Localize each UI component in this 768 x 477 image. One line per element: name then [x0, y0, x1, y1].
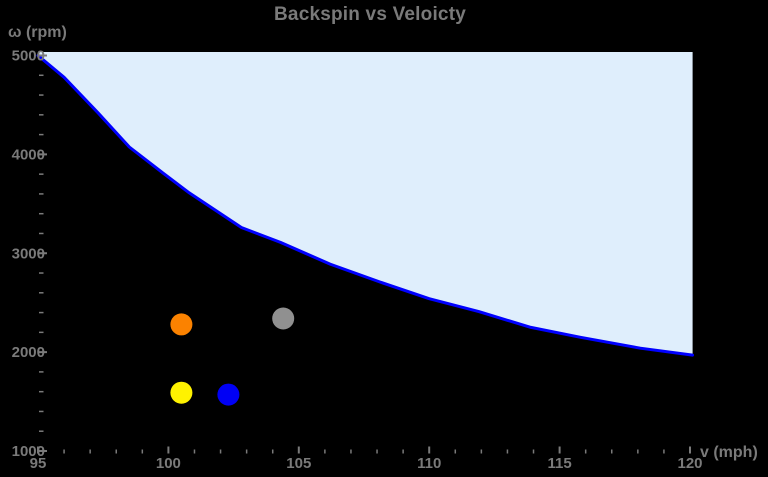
- y-tick-label: 1000: [12, 443, 45, 460]
- chart-title: Backspin vs Veloicty: [274, 4, 466, 25]
- y-tick-label: 5000: [12, 48, 45, 65]
- x-tick-label: 105: [286, 455, 311, 472]
- scatter-point-orange: [170, 313, 193, 336]
- x-tick-label: 100: [156, 455, 181, 472]
- boundary-curve: [36, 54, 695, 357]
- scatter-point-yellow: [170, 381, 193, 404]
- y-tick-label: 2000: [12, 344, 45, 361]
- x-tick-label: 115: [547, 455, 571, 472]
- x-tick-label: 110: [417, 455, 441, 472]
- y-tick-label: 4000: [12, 146, 45, 163]
- shaded-region: [38, 52, 693, 356]
- x-tick-label: 95: [30, 455, 47, 472]
- x-tick-label: 120: [677, 455, 702, 472]
- x-axis-label: v (mph): [700, 444, 758, 461]
- scatter-point-blue: [217, 383, 240, 406]
- y-axis-label: ω (rpm): [8, 24, 67, 41]
- y-tick-label: 3000: [12, 245, 45, 262]
- scatter-point-gray: [272, 307, 295, 330]
